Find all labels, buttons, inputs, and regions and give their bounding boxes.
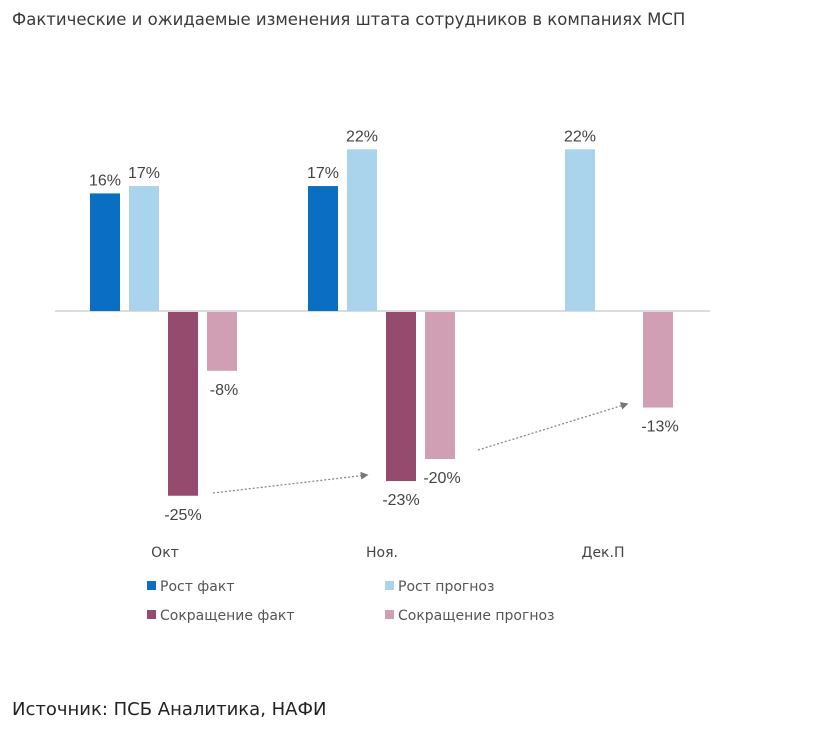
- data-label: -8%: [210, 382, 238, 399]
- data-label: 22%: [564, 128, 596, 145]
- category-label: Дек.П: [582, 545, 625, 561]
- bar-2-0: [168, 312, 198, 496]
- legend-label: Рост прогноз: [398, 579, 494, 595]
- data-label: 17%: [307, 165, 339, 182]
- trend-arrow-1: [212, 471, 369, 494]
- trend-arrow-2: [477, 402, 629, 451]
- legend-swatch: [385, 610, 394, 619]
- bar-3-0: [207, 312, 237, 371]
- bar-chart: 16% 17% 17% 22% 22% -25% -23% -8% -20% -13% Окт Но…: [55, 128, 710, 624]
- data-label: 17%: [128, 165, 160, 182]
- bar-3-1: [425, 312, 455, 459]
- bar-2-1: [386, 312, 416, 482]
- data-label: -20%: [423, 470, 460, 487]
- data-label: -25%: [164, 507, 201, 524]
- category-label: Окт: [151, 545, 179, 561]
- legend-swatch: [147, 581, 156, 590]
- chart-title: Фактические и ожидаемые изменения штата …: [12, 10, 686, 29]
- data-label: -23%: [382, 492, 419, 509]
- bar-1-1: [347, 149, 377, 311]
- source-note: Источник: ПСБ Аналитика, НАФИ: [12, 699, 327, 720]
- bar-0-1: [308, 186, 338, 311]
- bar-1-2: [565, 149, 595, 311]
- legend-label: Рост факт: [160, 579, 234, 595]
- data-label: 16%: [89, 172, 121, 189]
- data-label: -13%: [641, 419, 678, 436]
- data-label: 22%: [346, 128, 378, 145]
- bar-3-2: [643, 312, 673, 408]
- category-label: Ноя.: [366, 545, 398, 561]
- bar-1-0: [129, 186, 159, 311]
- legend-label: Сокращение прогноз: [398, 608, 555, 624]
- bar-0-0: [90, 193, 120, 311]
- legend-label: Сокращение факт: [160, 608, 295, 624]
- legend-swatch: [385, 581, 394, 590]
- legend-swatch: [147, 610, 156, 619]
